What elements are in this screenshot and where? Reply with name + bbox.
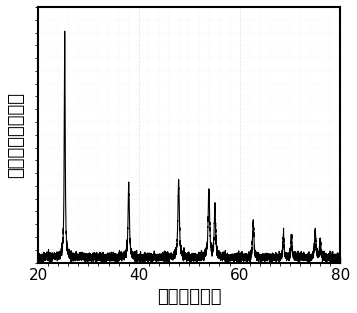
Y-axis label: 强度（任意单位）: 强度（任意单位） <box>7 92 25 178</box>
X-axis label: 二倍角（度）: 二倍角（度） <box>157 288 221 306</box>
